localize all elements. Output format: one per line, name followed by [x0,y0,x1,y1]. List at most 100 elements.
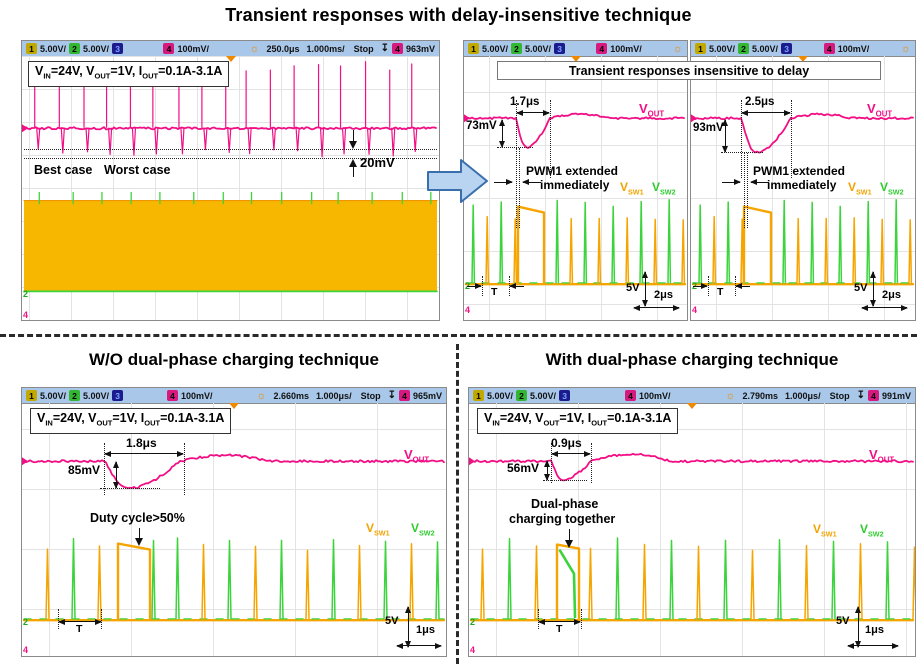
voltage-scale-arrow [870,271,877,307]
period-tick-right [581,609,582,629]
worst-case-label: Worst case [104,163,171,177]
transient-marker-line [519,148,520,228]
period-arrow [58,618,102,625]
measure-gate-right [591,443,592,483]
channel1-scale: 5.00V/ [709,43,736,54]
transient-marker-line [747,153,748,228]
vsw2-label: VSW2 [880,180,904,197]
time-scale-arrow [861,304,908,311]
channel4-scale: 100mV/ [177,43,209,54]
trigger-source-badge: 4 [867,390,879,401]
dip-bottom-line [497,147,533,148]
undershoot-label: 93mV [693,122,724,134]
time-scale-arrow [847,642,899,649]
time-scale-label: 2μs [882,289,901,301]
voltage-scale-arrow [405,606,412,648]
channel3-badge: 3 [559,390,571,401]
best-case-label: Best case [34,163,93,177]
waveform-canvas: 24 [22,453,446,655]
immediately-label: immediately [767,178,837,192]
trigger-edge-icon: ↧ [380,43,389,54]
channel4-badge: 4 [596,43,608,54]
period-label: T [76,623,83,635]
channel3-badge: 3 [112,390,124,401]
channel2-badge: 2 [69,43,81,54]
scope-grid: 2 4 VIN=24V, VOUT=1V, IOUT=0.1A-3.1A 0.9μ… [469,403,915,656]
voltage-scale-arrow [855,606,862,648]
sun-icon: ☼ [249,42,260,55]
vsw2-label: VSW2 [411,521,435,538]
channel4-badge: 4 [823,43,835,54]
waveform-canvas: 24 [22,61,438,320]
vsw1-label: VSW1 [813,522,837,539]
vsw2-label: VSW2 [860,522,884,539]
delay-value: 2.660ms [273,390,310,401]
extend-arrow-left [722,178,741,185]
voltage-scale-label: 5V [385,615,399,627]
channel2-badge: 2 [738,43,750,54]
channel1-badge: 1 [26,43,37,54]
scope-panel-with-dual-phase: 1 5.00V/ 2 5.00V/ 3 4 100mV/ ☼ 2.790ms 1… [468,387,916,657]
timebase-value: 1.000μs/ [316,390,352,401]
scope-header: 1 5.00V/ 2 5.00V/ 3 4 100mV/ ☼ 250.0μs 1… [22,41,439,57]
trigger-level: 965mV [412,390,442,401]
undershoot-arrow [722,119,729,153]
period-arrow-right [509,282,524,289]
trigger-position-icon [570,56,581,67]
channel1-scale: 5.00V/ [40,390,67,401]
time-scale-label: 1μs [416,624,435,636]
vout-label: VOUT [867,101,893,119]
svg-text:2: 2 [23,617,28,627]
period-label: T [717,286,724,298]
dip-bottom-line [100,488,160,489]
channel2-scale: 5.00V/ [83,43,110,54]
ripple-arrow-up-icon [349,159,357,167]
vout-label: VOUT [869,447,895,465]
channel1-badge: 1 [473,390,484,401]
channel1-scale: 5.00V/ [482,43,509,54]
bottom-right-title: With dual-phase charging technique [545,350,839,369]
measure-gate-left [741,100,742,178]
time-scale-label: 2μs [654,289,673,301]
sun-icon: ☼ [256,389,267,402]
trigger-source-badge: 4 [391,43,403,54]
recovery-time-label: 2.5μs [745,96,775,108]
trigger-source-badge: 4 [398,390,410,401]
period-tick-left [482,276,483,296]
transient-marker-line [516,148,517,228]
svg-text:4: 4 [23,310,28,320]
channel1-scale: 5.00V/ [40,43,67,54]
dip-bottom-line [543,480,587,481]
recovery-time-arrow [551,450,591,457]
voltage-scale-label: 5V [836,615,850,627]
sun-icon: ☼ [900,42,911,55]
channel2-scale: 5.00V/ [525,43,552,54]
acquisition-status: Stop [829,390,850,401]
period-tick-left [708,276,709,296]
pwm1-extended-label: PWM1 extended [753,164,846,178]
scope-header: 1 5.00V/ 2 5.00V/ 3 4 100mV/ ☼ [691,41,915,57]
waveform-canvas: 24 [464,112,687,315]
test-conditions-label: VIN=24V, VOUT=1V, IOUT=0.1A-3.1A [30,408,232,434]
channel2-scale: 5.00V/ [83,390,110,401]
svg-text:4: 4 [23,645,28,655]
ripple-arrow-up-stem [353,166,354,177]
pwm1-extended-label: PWM1 extended [526,164,619,178]
channel2-scale: 5.00V/ [530,390,557,401]
acquisition-status: Stop [360,390,381,401]
undershoot-arrow [544,460,551,481]
bottom-left-title: W/O dual-phase charging technique [89,350,379,369]
dual-phase-arrow-down-icon [565,540,573,548]
time-scale-label: 1μs [865,624,884,636]
undershoot-label: 73mV [466,120,497,132]
recovery-time-arrow [741,109,791,116]
period-arrow-left [693,282,708,289]
test-conditions-label: VIN=24V, VOUT=1V, IOUT=0.1A-3.1A [477,408,679,434]
time-scale-arrow [633,304,680,311]
trigger-position-icon [225,56,236,67]
extend-arrow-left [494,178,513,185]
voltage-scale-label: 5V [854,282,868,294]
